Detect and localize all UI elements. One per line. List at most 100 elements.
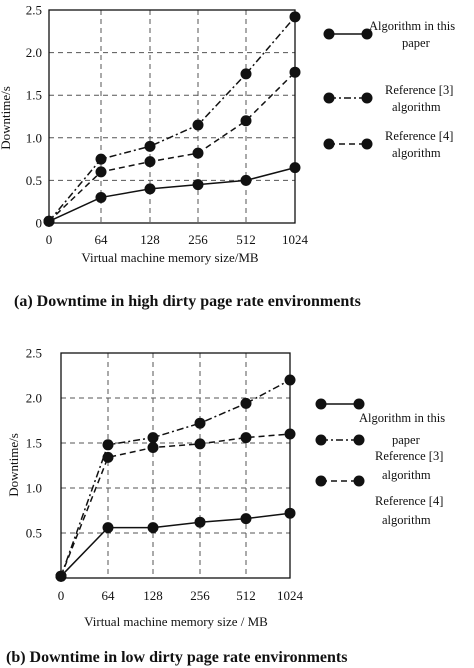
- y-tick-label: 2.0: [26, 45, 42, 60]
- legend-entry-b-0: Algorithm in this paper: [315, 398, 445, 447]
- y-tick-labels-a: 0 0.5 1.0 1.5 2.0 2.5: [26, 3, 42, 231]
- legend-label: Reference [3]: [375, 449, 443, 463]
- data-point-0: [102, 522, 114, 534]
- data-point-2: [55, 570, 67, 582]
- series-a: [43, 11, 301, 227]
- legend-marker: [323, 92, 335, 104]
- legend-marker: [315, 475, 327, 487]
- legend-entry-a-2: Reference [4] algorithm: [323, 129, 453, 160]
- legend-marker: [361, 92, 373, 104]
- data-point-2: [144, 156, 156, 168]
- legend-marker: [323, 138, 335, 150]
- x-tick-label: 128: [140, 232, 160, 247]
- legend-marker: [361, 28, 373, 40]
- legend-marker: [353, 434, 365, 446]
- data-point-0: [289, 162, 301, 174]
- y-tick-label: 0.5: [26, 173, 42, 188]
- y-tick-label: 2.5: [26, 346, 42, 361]
- data-point-0: [95, 191, 107, 203]
- x-tick-label: 128: [143, 588, 163, 603]
- panel-a: 0 0.5 1.0 1.5 2.0 2.5 0 64 128 256 512 1024 Downti…: [0, 3, 455, 311]
- legend-label: Reference [4]: [375, 494, 443, 508]
- series-b: [55, 374, 296, 582]
- legend-label: Algorithm in this: [359, 411, 445, 425]
- caption-a: (a) Downtime in high dirty page rate env…: [14, 293, 361, 310]
- y-axis-label-a: Downtime/s: [0, 86, 13, 150]
- x-tick-label: 512: [236, 588, 256, 603]
- legend-label: algorithm: [392, 100, 441, 114]
- data-point-0: [284, 507, 296, 519]
- x-tick-label: 1024: [277, 588, 304, 603]
- legend-marker: [323, 28, 335, 40]
- data-point-2: [102, 451, 114, 463]
- legend-label: Reference [4]: [385, 129, 453, 143]
- data-point-2: [147, 442, 159, 453]
- legend-entry-a-1: Reference [3] algorithm: [323, 83, 453, 114]
- series-line-2: [48, 71, 296, 222]
- legend-label: paper: [392, 433, 421, 447]
- data-point-2: [240, 432, 252, 444]
- data-point-2: [43, 215, 55, 227]
- x-tick-labels-a: 0 64 128 256 512 1024: [46, 232, 309, 247]
- x-tick-label: 256: [190, 588, 210, 603]
- legend-marker: [361, 138, 373, 150]
- data-point-2: [284, 428, 296, 440]
- x-tick-label: 256: [188, 232, 208, 247]
- legend-label: Reference [3]: [385, 83, 453, 97]
- y-tick-label: 0: [36, 216, 43, 231]
- y-tick-label: 1.0: [26, 481, 42, 496]
- series-line-0: [48, 166, 296, 222]
- x-tick-label: 0: [46, 232, 53, 247]
- caption-b: (b) Downtime in low dirty page rate envi…: [6, 649, 347, 666]
- data-point-1: [289, 11, 301, 23]
- data-point-0: [192, 179, 204, 191]
- data-point-0: [240, 513, 252, 525]
- series-line-0: [60, 512, 291, 577]
- plot-frame-b: [60, 352, 291, 579]
- data-point-0: [144, 183, 156, 195]
- y-tick-label: 1.5: [26, 88, 42, 103]
- grid-b: [61, 353, 290, 578]
- grid-a: [49, 10, 295, 223]
- legend-marker: [353, 475, 365, 487]
- legend-marker: [353, 398, 365, 410]
- legend-entry-b-1: Reference [3] algorithm: [315, 434, 443, 482]
- legend-label: paper: [402, 36, 431, 50]
- data-point-1: [102, 439, 114, 451]
- x-tick-label: 512: [236, 232, 256, 247]
- data-point-2: [240, 115, 252, 127]
- series-line-2: [60, 433, 291, 577]
- y-tick-label: 0.5: [26, 526, 42, 541]
- series-line-1: [60, 379, 291, 577]
- legend-entry-b-2: Reference [4] algorithm: [315, 475, 443, 527]
- data-point-0: [194, 516, 206, 528]
- data-point-2: [194, 438, 206, 450]
- x-tick-label: 0: [58, 588, 65, 603]
- panel-b: 0.5 1.0 1.5 2.0 2.5 0 64 128 256 512 1024 Downtim…: [6, 346, 445, 667]
- data-point-1: [144, 140, 156, 152]
- legend-marker: [315, 434, 327, 446]
- x-tick-label: 64: [102, 588, 116, 603]
- y-tick-label: 1.5: [26, 436, 42, 451]
- legend-label: Algorithm in this: [369, 19, 455, 33]
- legend-entry-a-0: Algorithm in this paper: [323, 19, 455, 50]
- x-tick-label: 64: [95, 232, 109, 247]
- legend-a: Algorithm in this paper Reference [3] al…: [323, 19, 455, 160]
- data-point-1: [147, 432, 159, 444]
- data-point-2: [95, 166, 107, 178]
- data-point-1: [240, 397, 252, 409]
- series-line-1: [48, 16, 296, 222]
- y-tick-label: 1.0: [26, 130, 42, 145]
- data-point-1: [284, 374, 296, 386]
- x-tick-label: 1024: [282, 232, 309, 247]
- data-point-1: [95, 153, 107, 165]
- legend-label: algorithm: [392, 146, 441, 160]
- x-tick-labels-b: 0 64 128 256 512 1024: [58, 588, 304, 603]
- legend-b: Algorithm in this paper Reference [3] al…: [315, 398, 445, 527]
- y-tick-label: 2.5: [26, 3, 42, 18]
- data-point-2: [289, 66, 301, 78]
- data-point-0: [240, 174, 252, 186]
- y-axis-label-b: Downtime/s: [6, 433, 21, 497]
- x-axis-label-a: Virtual machine memory size/MB: [81, 250, 259, 265]
